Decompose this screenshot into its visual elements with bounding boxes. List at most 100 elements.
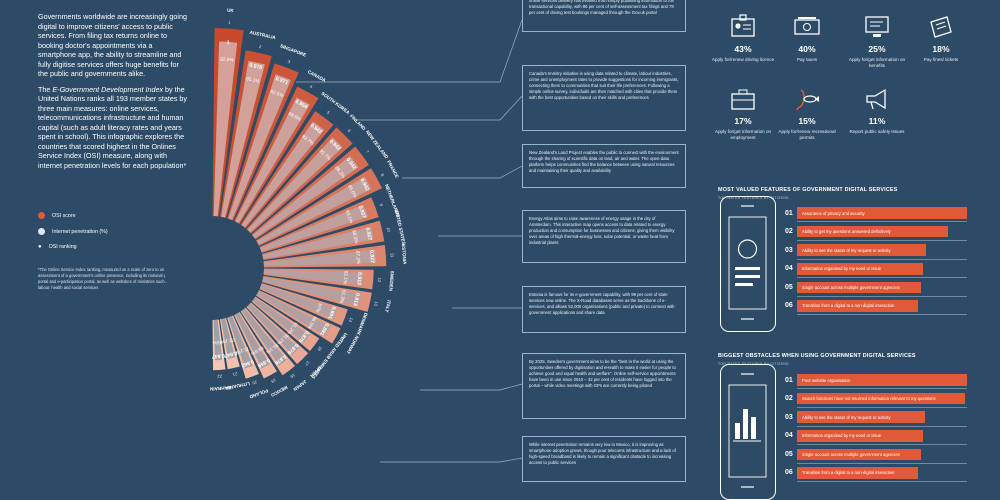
country-label: LITHUANIA [224,381,250,391]
osi-score-label: 0.971 [275,76,289,86]
stat-label: Pay fines/ tickets [923,57,959,63]
ranked-row: 01 Poor website organisation [785,373,967,389]
rank-number: 02 [785,395,793,403]
country-label: UK [227,8,235,14]
country-label: AUSTRALIA [249,30,277,41]
internet-bar [247,303,300,356]
country-label: POLAND [248,388,269,400]
osi-score-label: 0.927 [357,205,367,219]
internet-label: 82.5% [269,89,285,100]
stat-percent: 43% [734,44,752,54]
callout-netherlands: Energy Atlas aims to raise awareness of … [522,210,686,263]
ranked-row: 05 Single account across multiple governm… [785,280,967,297]
callout-uk: online services delivery has evolved fro… [522,0,686,32]
ranked-bar: Search functions have not returned infor… [797,392,966,405]
internet-bar [259,204,369,252]
osi-score-label: 0.869 [256,357,270,369]
rank-label: 6 [347,128,353,134]
ranked-row: 05 Single account across multiple governm… [785,447,967,464]
connector-line [296,19,523,83]
ranked-row: 03 Ability to see the status of my reques… [785,410,967,427]
osi-score-label: 0.891 [326,305,336,319]
osi-score-label: 0.891 [318,322,330,336]
country-label: JAPAN [292,379,308,393]
stat-employment: 17% Apply for/get information on employm… [708,86,778,141]
internet-label: 87.2% [354,251,361,266]
rank-number: 03 [785,246,793,254]
internet-bar [252,297,310,343]
ranked-row: 06 Transition from a digital to a non-dig… [785,299,967,315]
ranked-bar: Transition from a digital to a non-digit… [797,300,918,312]
rank-label: 14 [348,317,355,324]
rank-number: 01 [785,209,793,217]
stat-label: Apply for/renew recreational permits [778,129,836,141]
rank-label: 1 [228,20,231,25]
callout-new-zealand: New Zealand's Land Project enables the p… [522,144,686,188]
intro-paragraph-1: Governments worldwide are increasingly g… [38,12,188,78]
ranked-bar: Information organised by my need or issu… [797,430,923,442]
rank-number: 05 [785,283,793,291]
internet-bar [256,291,331,336]
osi-score-label: 0.913 [352,292,361,306]
internet-bar [213,319,223,361]
legend-ranking-marker: ● [38,244,42,250]
stat-label: Pay taxes [796,57,818,63]
connector-line [420,383,523,391]
ranked-bar: Ability to see the status of my request … [797,411,925,423]
ranked-bar: Single account across multiple governmen… [797,281,922,294]
intro-lead: The [38,84,53,94]
legend-internet-swatch [38,228,45,235]
country-label: FRANCE [386,160,400,179]
legend-internet-label: Internet penetration (%) [52,228,108,235]
ranked-bar: Ability to get my questions answered def… [797,225,949,238]
rank-number: 01 [785,376,793,384]
internet-bar [235,312,270,369]
callout-canada: Canada's Immitry initiative is using dat… [522,65,686,131]
stat-public-safety: 11% Report public safety issues [842,86,912,135]
stat-fines: 18% Pay fines/ tickets [906,14,976,63]
rank-label: 10 [386,227,392,233]
rank-label: 7 [365,149,371,154]
stat-label: Apply for/get information on benefits [848,57,906,69]
rank-number: 06 [785,302,793,310]
internet-bar [228,74,291,221]
legend-osi-swatch [38,212,45,219]
ranked-row: 04 Information organised by my need or is… [785,262,967,278]
country-label: ESTONIA [401,244,407,265]
megaphone-icon [866,88,886,110]
stat-percent: 17% [734,116,752,126]
stat-benefits: 25% Apply for/get information on benefit… [842,14,912,69]
intro-paragraph-2: The E-Government Development Index by th… [38,85,188,171]
ranked-row: 02 Search functions have not returned inf… [785,392,967,408]
internet-bar [263,269,364,285]
ranked-bar: Transition from a digital to a non-digit… [797,467,918,479]
rank-number: 05 [785,450,793,458]
internet-label: 85.1% [246,76,261,85]
stat-percent: 15% [798,116,816,126]
rank-label: 8 [380,173,386,178]
rank-label: 17 [303,360,310,367]
intro-text: Governments worldwide are increasingly g… [38,12,188,176]
chart-centre [164,220,260,316]
stat-percent: 18% [932,44,950,54]
money-icon [794,17,820,35]
smartphone-chart-icon [728,373,767,488]
osi-score-label: 0.978 [249,63,263,72]
rank-number: 04 [785,432,793,440]
rank-label: 3 [287,59,292,65]
country-label: BAHRAIN [209,385,231,392]
ranked-bar: Assurance of privacy and security [797,207,967,219]
valued-subtitle: TOP-RATED FEATURES BY CITIZENS [718,196,789,200]
rank-label: 20 [251,379,258,386]
country-label: SPAIN [309,365,323,379]
osi-score-label: 0.847 [211,352,224,359]
rank-label: 18 [289,373,296,380]
country-label: ITALY [384,300,392,313]
osi-score-label: 0.862 [240,358,254,368]
chart-sectors: 1 92.6% 1 UK 0.978 85.1% 2 AUSTRALIA 0.971 82.5% 3… [209,8,407,400]
internet-bar [241,308,287,366]
ranked-row: 02 Ability to get my questions answered d… [785,225,967,241]
country-label: SWEDEN [388,271,394,292]
country-label: CANADA [307,69,327,83]
ranked-row: 01 Assurance of privacy and security [785,206,967,222]
